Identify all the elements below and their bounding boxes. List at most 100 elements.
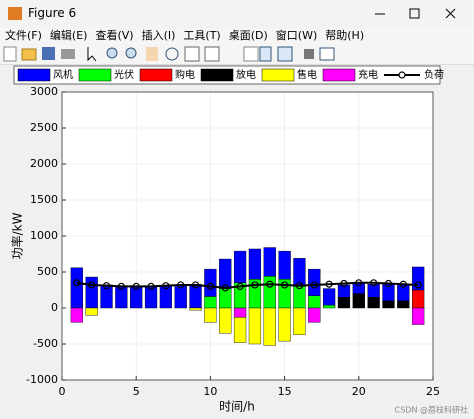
menu-item[interactable]: 插入(I) [141,29,176,42]
x-tick-label: 5 [133,385,140,398]
menu-bar: 文件(F) 编辑(E) 查看(V) 插入(I) 工具(T) 桌面(D) 窗口(W) 帮助(H) [0,28,474,44]
load-point [73,279,81,287]
load-point [147,282,155,290]
bar-segment [278,307,291,342]
load-point [370,279,378,287]
x-tick-label: 15 [278,385,292,398]
x-tick-label: 25 [426,385,440,398]
bar-segment [263,307,276,346]
bar-segment [278,250,291,280]
load-point [325,280,333,288]
app-icon [8,7,22,20]
toolbar-icons [3,46,335,62]
y-tick-label: -1000 [26,373,58,386]
menu-item[interactable]: 窗口(W) [275,29,318,42]
maximize-button[interactable] [409,8,420,19]
menu-item[interactable]: 查看(V) [95,29,134,42]
bar-segment [308,295,321,309]
bar-segment [204,296,217,309]
bar-segment [233,317,247,343]
toolbar [0,44,474,65]
brush-icon[interactable] [204,46,220,62]
menu-item[interactable]: 桌面(D) [228,29,268,42]
bar-segment [219,307,232,334]
bar-segment [204,268,217,297]
bar-segment [337,284,351,298]
legend-label: 光伏 [114,68,134,81]
y-tick-label: 1000 [30,229,58,242]
bar-segment [352,293,365,309]
bar-segment [219,288,232,309]
menu-item[interactable]: 工具(T) [183,29,221,42]
load-point [340,279,348,288]
load-point [162,282,170,290]
y-tick-label: 0 [51,301,58,314]
load-point [399,280,407,288]
bar-segment [278,278,291,309]
legend-swatch [17,68,51,82]
bar-segment [322,304,336,309]
legend-icon[interactable] [277,46,293,62]
menu-item[interactable]: 帮助(H) [325,29,365,42]
close-button[interactable] [445,8,456,19]
x-tick-label: 0 [59,385,66,398]
menu-item[interactable]: 文件(F) [5,29,42,42]
datatip-icon[interactable] [184,46,200,62]
legend-swatch [322,68,356,82]
colorbar-icon[interactable] [259,46,272,62]
bar-segment [308,307,321,323]
load-point [102,282,111,290]
pointer-icon[interactable] [87,47,97,62]
zoom-in-icon[interactable] [106,47,118,59]
open-icon[interactable] [21,48,37,61]
x-tick-label: 20 [352,385,366,398]
bar-segment [397,300,410,309]
rotate-icon[interactable] [165,47,179,61]
load-point [295,282,304,290]
hide-tools-icon[interactable] [304,49,314,59]
y-tick-label: -500 [33,337,58,350]
window-title: Figure 6 [28,6,77,20]
load-point [384,279,393,288]
bar-segment [233,307,247,318]
title-bar: Figure 6 [0,0,474,28]
title-icons [8,7,456,20]
legend-label: 充电 [358,68,378,81]
print-icon[interactable] [61,49,75,59]
pan-icon[interactable] [146,47,158,61]
y-tick-label: 2500 [30,121,58,134]
legend-swatch [261,68,295,82]
bar-segment [204,307,217,323]
load-point [132,282,140,290]
legend-swatch [78,68,112,82]
new-icon[interactable] [3,46,17,62]
bar-segment [70,307,83,323]
load-point [251,281,259,289]
x-tick-label: 10 [203,385,217,398]
bar-segment [70,267,83,309]
load-point [355,279,363,287]
bar-segment [352,282,365,294]
zoom-out-icon[interactable] [125,47,137,59]
link-icon[interactable] [243,46,259,62]
save-icon[interactable] [42,47,55,60]
load-point [206,282,214,290]
bar-segment [233,250,247,283]
bar-segment [322,288,336,306]
load-point [117,282,125,290]
load-point [310,281,318,289]
bar-segment [85,307,98,316]
legend-label: 购电 [175,68,195,81]
chart: 时间/h 功率/kW CSDN @荔枝科研社 -1000 -500 0 500 1000… [10,65,468,415]
bar-segment [263,247,276,277]
bar-segment [412,307,425,325]
y-tick-label: 1500 [30,193,58,206]
bar-segment [293,307,306,335]
x-axis-label: 时间/h [219,400,255,414]
bar-segment [367,284,380,298]
dock-icon[interactable] [319,47,335,61]
legend-swatch [200,68,234,82]
y-tick-label: 2000 [30,157,58,170]
menu-item[interactable]: 编辑(E) [49,29,88,42]
